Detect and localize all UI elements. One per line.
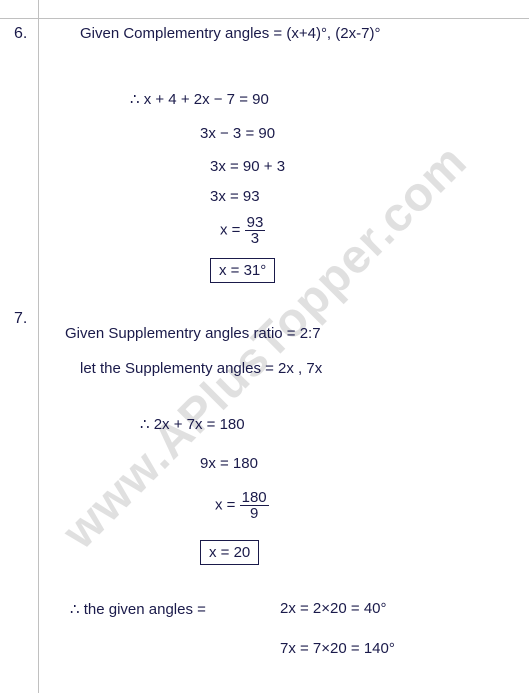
- ruled-top-line: [0, 18, 529, 19]
- final-label: ∴ the given angles =: [70, 600, 206, 618]
- fraction: 180 9: [240, 490, 269, 521]
- question-number: 7.: [14, 310, 27, 328]
- question-number: 6.: [14, 25, 27, 43]
- answer-box: x = 20: [200, 540, 259, 565]
- ruled-margin-line: [38, 0, 39, 693]
- final-result: 2x = 2×20 = 40°: [280, 600, 387, 617]
- frac-lhs: x =: [215, 496, 235, 513]
- numerator: 93: [245, 215, 266, 231]
- step: ∴ 2x + 7x = 180: [140, 415, 245, 433]
- step: 3x = 90 + 3: [210, 158, 285, 175]
- boxed-answer: x = 20: [200, 540, 259, 565]
- step: 3x − 3 = 90: [200, 125, 275, 142]
- given-statement: Given Complementry angles = (x+4)°, (2x-…: [80, 25, 380, 42]
- step: ∴ x + 4 + 2x − 7 = 90: [130, 90, 269, 108]
- let-statement: let the Supplementy angles = 2x , 7x: [80, 360, 322, 377]
- final-result: 7x = 7×20 = 140°: [280, 640, 395, 657]
- step-fraction: x = 93 3: [220, 215, 265, 246]
- given-statement: Given Supplementry angles ratio = 2:7: [65, 325, 321, 342]
- boxed-answer: x = 31°: [210, 258, 275, 283]
- handwritten-page: www.APlusTopper.com 6. Given Complementr…: [0, 0, 529, 693]
- denominator: 3: [245, 231, 266, 246]
- step-fraction: x = 180 9: [215, 490, 269, 521]
- answer-box: x = 31°: [210, 258, 275, 283]
- step: 3x = 93: [210, 188, 260, 205]
- denominator: 9: [240, 506, 269, 521]
- frac-lhs: x =: [220, 221, 240, 238]
- numerator: 180: [240, 490, 269, 506]
- step: 9x = 180: [200, 455, 258, 472]
- fraction: 93 3: [245, 215, 266, 246]
